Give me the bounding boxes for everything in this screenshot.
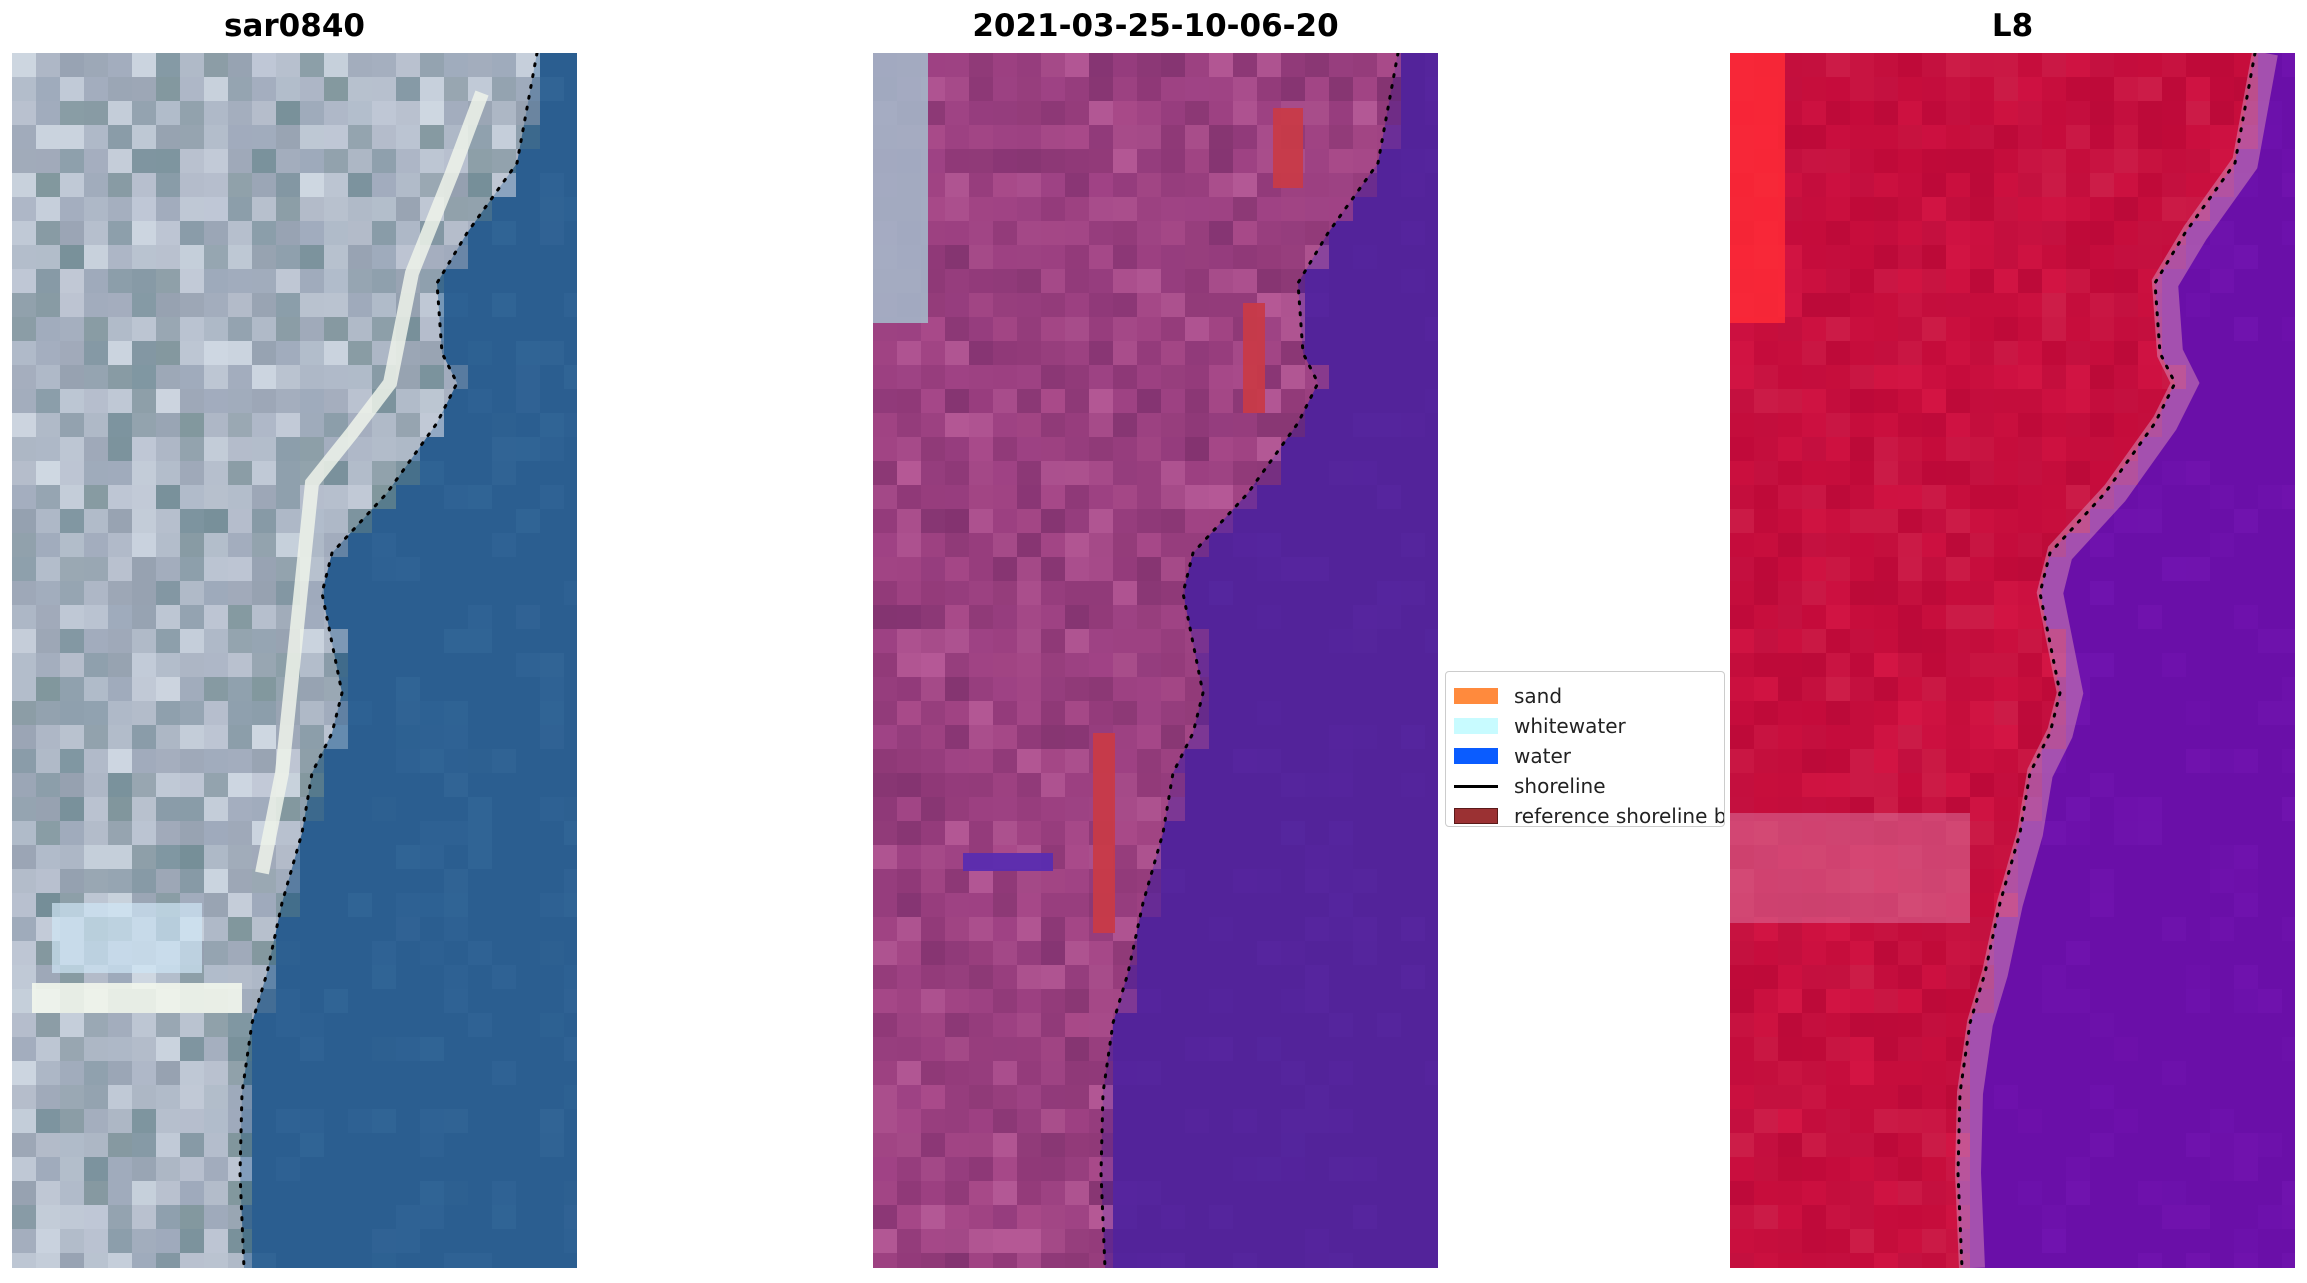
pink-patch — [1730, 813, 1970, 923]
bright-edge — [1730, 53, 1785, 323]
whitewater-swatch — [1454, 718, 1498, 734]
legend-item-sand: sand — [1454, 682, 1562, 710]
transition-band — [1954, 53, 2278, 1268]
sand-swatch — [1454, 688, 1498, 704]
unclassified-area — [873, 53, 928, 323]
sea-texture — [1113, 53, 1438, 1268]
buffer-segment — [1273, 108, 1303, 188]
legend: sand whitewater water shoreline referenc… — [1445, 671, 1725, 827]
beach-patch — [32, 983, 242, 1013]
index-image — [1730, 53, 2295, 1268]
legend-item-water: water — [1454, 742, 1571, 770]
index-image-panel — [1730, 53, 2295, 1268]
legend-label-sand: sand — [1514, 684, 1563, 708]
legend-item-reference-buffer: reference shoreline buffer — [1454, 802, 1724, 827]
water-swatch — [1454, 748, 1498, 764]
legend-label-water: water — [1514, 744, 1571, 768]
classified-image — [873, 53, 1438, 1268]
title-rgb: sar0840 — [224, 8, 365, 44]
legend-item-whitewater: whitewater — [1454, 712, 1626, 740]
buffer-segment — [1243, 303, 1265, 413]
classified-image-panel — [873, 53, 1438, 1268]
buffer-segment — [963, 853, 1053, 871]
legend-label-whitewater: whitewater — [1514, 714, 1626, 738]
land-texture — [873, 53, 1401, 1268]
beach-strip — [255, 90, 489, 875]
rgb-image — [12, 53, 577, 1268]
sea-texture — [252, 77, 577, 1268]
rgb-image-panel — [12, 53, 577, 1268]
reference-buffer-swatch — [1454, 808, 1498, 824]
title-classified: 2021-03-25-10-06-20 — [972, 8, 1339, 44]
shoreline-line-swatch — [1454, 784, 1498, 788]
legend-item-shoreline: shoreline — [1454, 772, 1606, 800]
buffer-segment — [1093, 733, 1115, 933]
legend-label-reference-buffer: reference shoreline buffer — [1514, 804, 1724, 827]
legend-label-shoreline: shoreline — [1514, 774, 1606, 798]
land-texture — [1730, 53, 2258, 1268]
title-mndwi: L8 — [1991, 8, 2034, 44]
